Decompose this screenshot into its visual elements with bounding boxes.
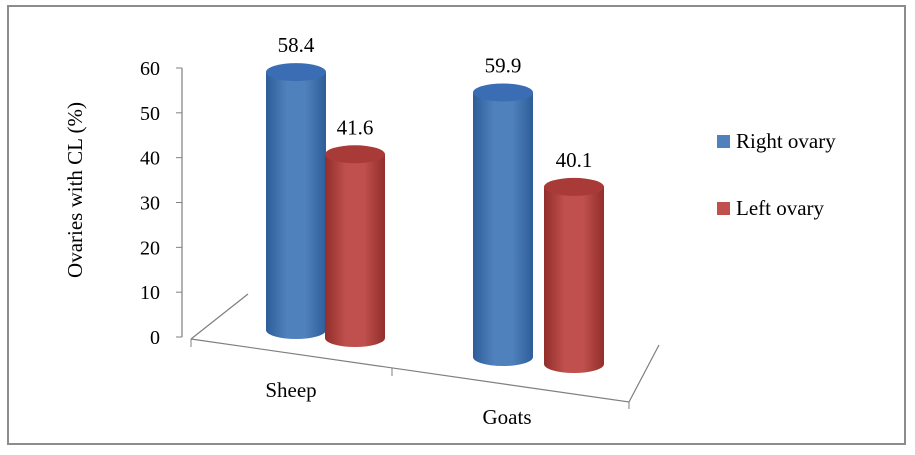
chart-frame: Ovaries with CL (%) 0 10 20 30 40 50 60 58.4 41… <box>7 5 906 445</box>
bar-goats-left-ovary <box>544 177 604 373</box>
data-label: 41.6 <box>337 115 374 139</box>
legend: Right ovary Left ovary <box>717 129 836 220</box>
bar-top <box>544 177 604 196</box>
bar-goats-right-ovary <box>473 83 533 366</box>
legend-swatch <box>717 135 730 148</box>
bar-chart: Ovaries with CL (%) 0 10 20 30 40 50 60 58.4 41… <box>63 33 836 429</box>
y-tick-label: 60 <box>140 58 160 80</box>
category-label: Sheep <box>265 378 316 402</box>
y-tick-label: 50 <box>140 103 160 125</box>
legend-item-right-ovary: Right ovary <box>717 129 836 153</box>
y-tick-label: 10 <box>140 282 160 304</box>
y-axis-title: Ovaries with CL (%) <box>63 102 87 278</box>
legend-item-left-ovary: Left ovary <box>717 196 825 220</box>
y-tick-label: 20 <box>140 237 160 259</box>
bar-body <box>544 186 604 373</box>
bar-body <box>473 92 533 366</box>
category-label: Goats <box>483 405 532 429</box>
legend-label: Left ovary <box>736 196 825 220</box>
legend-swatch <box>717 202 730 215</box>
y-tick-labels: 0 10 20 30 40 50 60 <box>140 58 160 349</box>
data-label: 40.1 <box>556 148 593 172</box>
bar-body <box>325 154 385 347</box>
legend-label: Right ovary <box>736 129 836 153</box>
bar-sheep-right-ovary <box>266 63 326 339</box>
data-label: 58.4 <box>278 33 315 57</box>
y-tick-label: 40 <box>140 148 160 170</box>
y-tick-label: 30 <box>140 193 160 215</box>
axes <box>176 67 660 409</box>
data-labels: 58.4 41.6 59.9 40.1 <box>278 33 593 172</box>
y-tick-label: 0 <box>150 327 160 349</box>
category-labels: Sheep Goats <box>265 378 531 429</box>
bars <box>266 63 604 373</box>
bar-top <box>266 63 326 82</box>
data-label: 59.9 <box>485 53 522 77</box>
bar-body <box>266 72 326 339</box>
bar-sheep-left-ovary <box>325 145 385 347</box>
bar-top <box>325 145 385 164</box>
bar-top <box>473 83 533 102</box>
